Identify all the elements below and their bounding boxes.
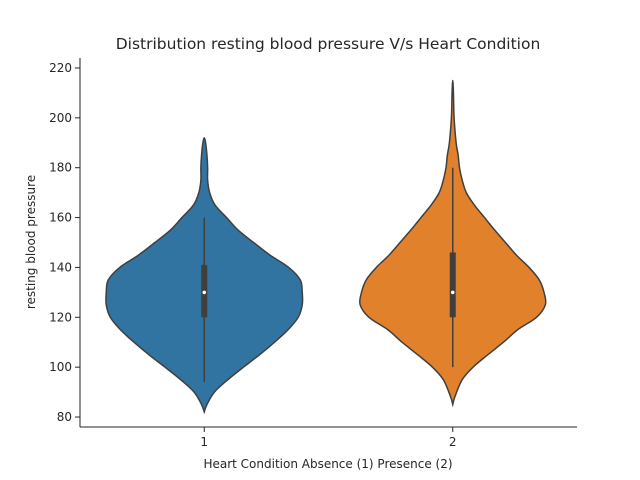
y-tick-label: 80 xyxy=(57,410,72,424)
violins-layer xyxy=(105,79,547,415)
x-tick-label: 2 xyxy=(449,435,457,449)
inner-boxes-layer xyxy=(201,167,456,383)
y-tick-label: 160 xyxy=(49,211,72,225)
y-tick-label: 220 xyxy=(49,61,72,75)
x-tick-label: 1 xyxy=(200,435,208,449)
y-tick-label: 120 xyxy=(49,310,72,324)
y-tick-label: 200 xyxy=(49,111,72,125)
violin-median-2 xyxy=(450,290,455,295)
x-axis-label: Heart Condition Absence (1) Presence (2) xyxy=(203,457,452,471)
violin-iqr-box-2 xyxy=(449,252,456,318)
chart-title: Distribution resting blood pressure V/s … xyxy=(116,35,541,53)
y-tick-label: 100 xyxy=(49,360,72,374)
violin-median-1 xyxy=(202,290,207,295)
y-axis-label: resting blood pressure xyxy=(24,175,38,309)
y-ticks: 80 100 120 140 160 180 200 220 xyxy=(49,61,80,424)
y-tick-label: 180 xyxy=(49,161,72,175)
y-tick-label: 140 xyxy=(49,260,72,274)
